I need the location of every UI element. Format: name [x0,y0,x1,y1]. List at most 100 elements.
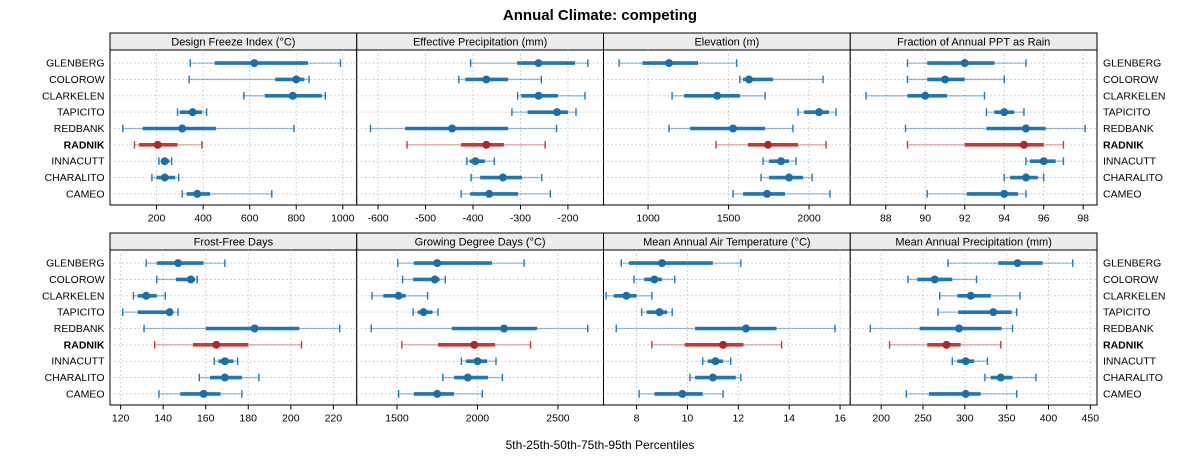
percentile-mark-glenberg [145,259,226,268]
axis-tick-label: 450 [1082,413,1100,425]
axis-tick-label: 1500 [385,413,409,425]
axis-tick-label: 1500 [717,213,741,225]
median-dot [711,357,720,366]
panel-design-freeze-index: Design Freeze Index (°C) 200 400 600 800 1000… [42,32,358,225]
station-label-right-charalito: CHARALITO [1103,372,1163,384]
median-dot [193,189,202,198]
station-label-left-radnik: RADNIK [64,339,105,351]
median-dot [552,108,561,117]
median-dot [1000,108,1009,117]
percentile-mark-innacutt [951,357,989,366]
percentile-mark-cameo [732,189,831,198]
median-dot [186,275,195,284]
station-label-left-cameo: CAMEO [66,388,105,400]
axis-tick-label: 12 [732,413,744,425]
percentile-mark-radnik [406,140,546,149]
axis-tick-label: 400 [1040,413,1058,425]
median-dot [622,291,631,300]
median-dot [288,91,297,100]
percentile-mark-charalito [1003,173,1045,182]
axis-tick-label: 350 [998,413,1016,425]
percentile-mark-cameo [397,389,483,398]
axis-tick-label: 2000 [797,213,821,225]
percentile-mark-charalito [151,173,180,182]
percentile-mark-cameo [905,389,1018,398]
strip-title-mean-annual-air-temperature: Mean Annual Air Temperature (°C) [643,237,810,249]
x-axis-elevation: 1000 1500 2000 [636,205,821,225]
median-dot [1021,124,1030,133]
percentile-mark-radnik [906,140,1065,149]
median-dot [199,389,208,398]
median-dot [142,291,151,300]
median-dot [941,75,950,84]
median-dot [174,259,183,268]
axis-tick-label: 1000 [636,213,660,225]
median-dot [448,124,457,133]
x-axis-frost-free-days: 120 140 160 180 200 220 [112,405,342,425]
station-label-right-clarkelen: CLARKELEN [1103,290,1165,302]
gridlines-effective-precipitation [356,50,604,205]
median-dot [394,291,403,300]
x-axis-design-freeze-index: 200 400 600 800 1000 [148,205,355,225]
plot-area-fraction-ppt-rain [849,49,1098,206]
station-label-left-redbank: REDBANK [54,323,105,335]
median-dot [650,275,659,284]
median-dot [482,140,491,149]
station-label-left-glenberg: GLENBERG [46,258,104,270]
median-dot [250,59,259,68]
station-label-right-cameo: CAMEO [1103,188,1142,200]
percentile-mark-clarkelen [939,291,1021,300]
percentile-mark-innacutt [460,357,497,366]
median-dot [785,173,794,182]
percentile-mark-redbank [369,124,558,133]
median-dot [960,59,969,68]
axis-tick-label: 94 [998,213,1010,225]
station-label-left-tapicito: TAPICITO [57,307,104,319]
median-dot [930,275,939,284]
percentile-mark-innacutt [702,357,732,366]
median-dot [419,308,428,317]
x-axis-growing-degree-days: 1500 2000 2500 [385,405,570,425]
station-label-right-radnik: RADNIK [1103,339,1144,351]
percentile-mark-charalito [689,373,742,382]
panel-mean-annual-air-temperature: Mean Annual Air Temperature (°C) 8 10 12 14 1… [603,232,851,425]
station-label-left-glenberg: GLENBERG [46,58,104,70]
median-dot [160,157,169,166]
median-dot [678,389,687,398]
axis-tick-label: 250 [914,413,932,425]
panels-container: Design Freeze Index (°C) 200 400 600 800 1000… [42,32,1165,425]
axis-tick-label: 180 [239,413,257,425]
station-label-right-innacutt: INNACUTT [1103,356,1157,368]
percentile-mark-colorow [458,75,543,84]
axis-tick-label: 200 [872,413,890,425]
axis-tick-label: 600 [241,213,259,225]
x-axis-mean-annual-precipitation: 200 250 300 350 400 450 [872,405,1099,425]
strip-title-elevation: Elevation (m) [694,37,759,49]
median-dot [996,373,1005,382]
percentile-mark-tapicito [640,308,673,317]
station-label-left-clarkelen: CLARKELEN [42,90,104,102]
station-label-left-innacutt: INNACUTT [51,356,105,368]
percentile-mark-redbank [869,324,1014,333]
percentile-mark-colorow [156,275,198,284]
median-dot [433,259,442,268]
median-dot [961,357,970,366]
percentile-mark-tapicito [511,108,577,117]
axis-tick-label: -500 [415,213,436,225]
station-label-left-innacutt: INNACUTT [51,156,105,168]
percentile-mark-innacutt [466,157,496,166]
percentile-mark-radnik [651,340,783,349]
percentile-mark-redbank [370,324,589,333]
median-dot [534,59,543,68]
axis-tick-label: 92 [959,213,971,225]
median-dot [708,373,717,382]
percentile-mark-radnik [715,140,827,149]
percentile-mark-cameo [638,389,724,398]
strip-title-growing-degree-days: Growing Degree Days (°C) [415,237,546,249]
median-dot [658,259,667,268]
percentile-mark-clarkelen [371,291,429,300]
axis-tick-label: 1000 [331,213,355,225]
median-dot [942,340,951,349]
